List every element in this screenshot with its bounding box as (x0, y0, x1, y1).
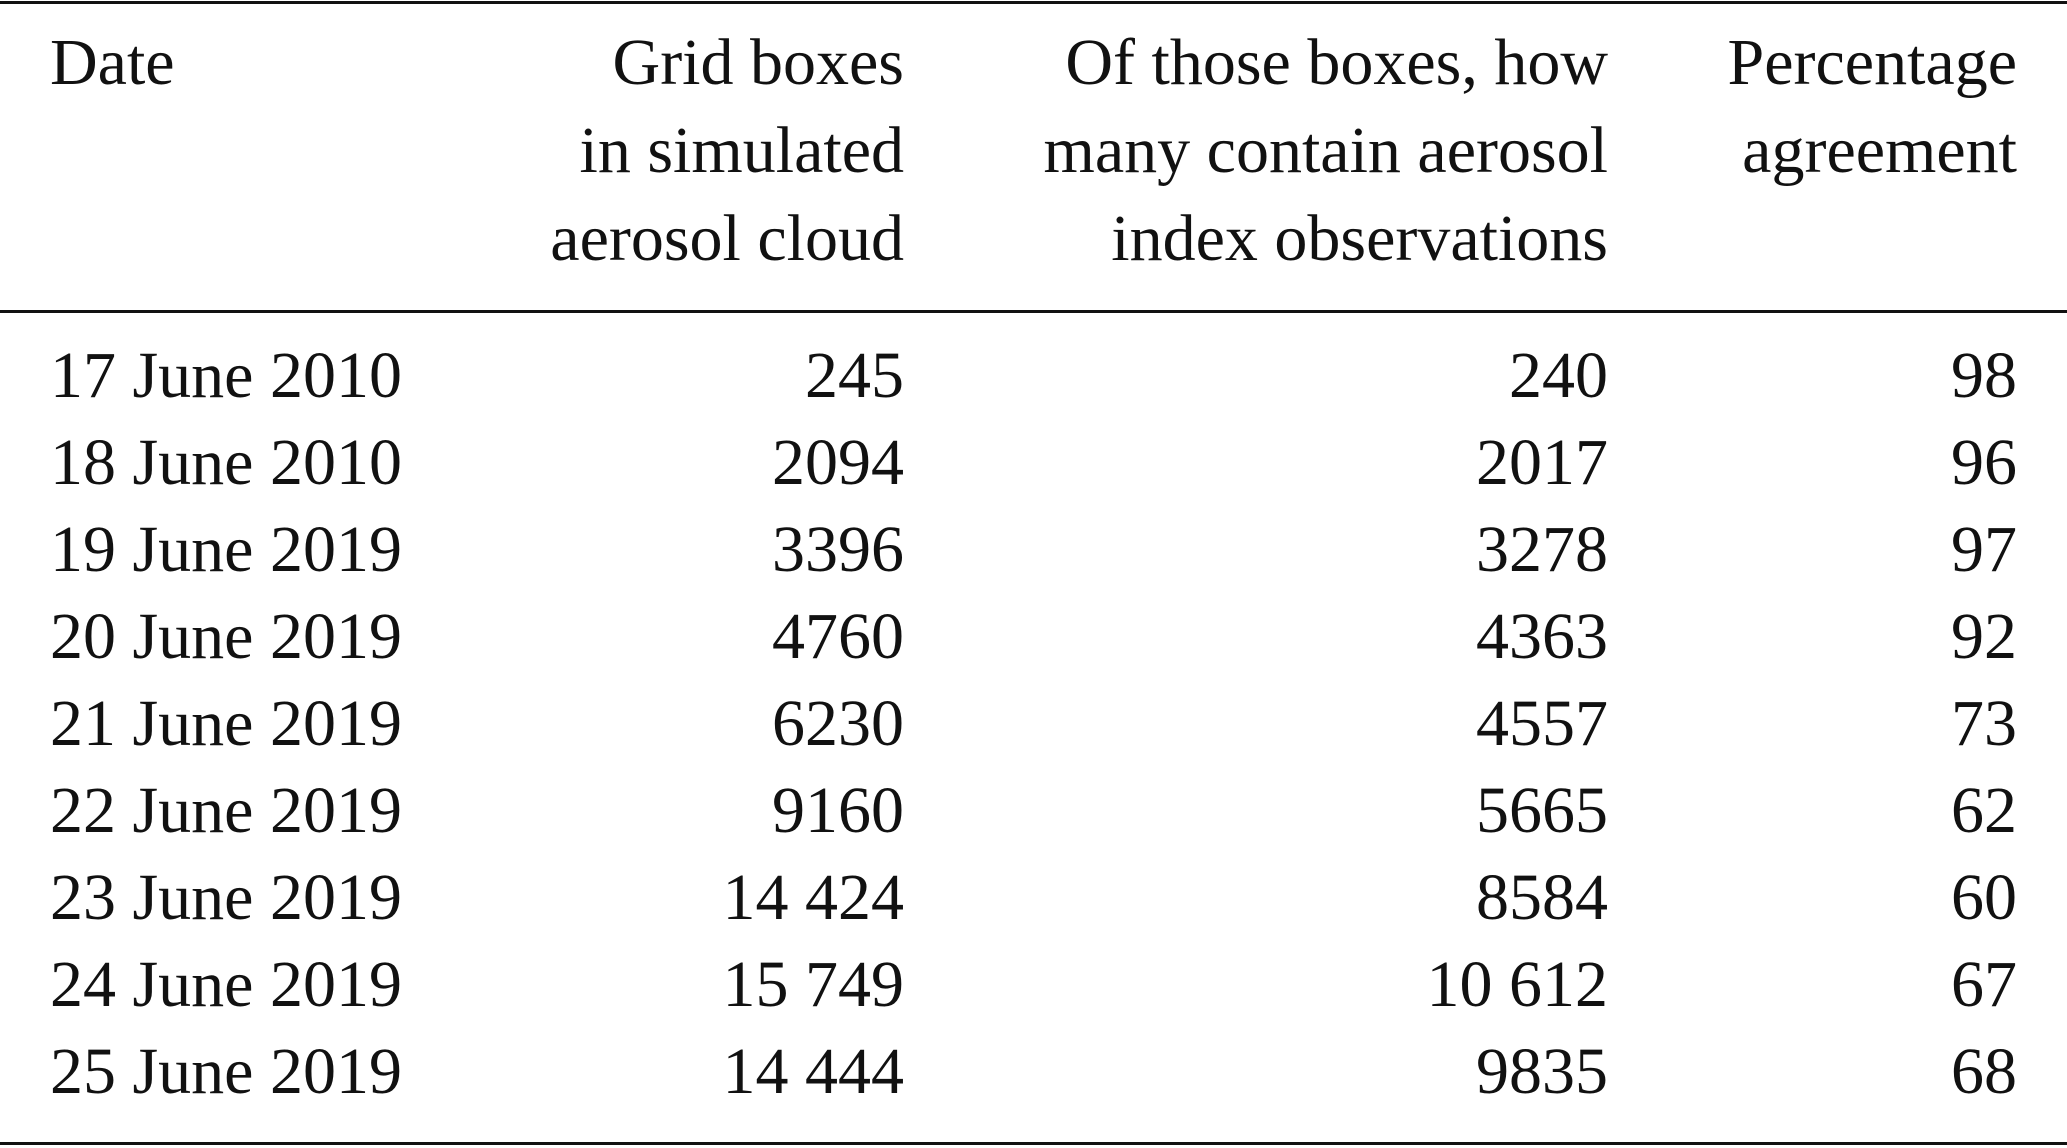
spacer (0, 680, 50, 767)
value-cell: 4760 (772, 600, 904, 673)
date-cell: 22 June 2019 (50, 774, 402, 847)
value-cell: 73 (1951, 687, 2017, 760)
spacer (0, 854, 50, 941)
mid-rule (0, 310, 2067, 313)
value-cell: 4557 (1476, 687, 1608, 760)
date-cell: 19 June 2019 (50, 513, 402, 586)
header-cell: Percentage agreement (1608, 19, 2018, 283)
value-cell: 245 (805, 339, 904, 412)
value-cell: 60 (1951, 861, 2017, 934)
date-cell: 25 June 2019 (50, 1035, 402, 1108)
bottom-rule (0, 1142, 2067, 1145)
spacer (0, 941, 50, 1028)
spacer (2017, 419, 2067, 506)
date-cell: 18 June 2010 (50, 426, 402, 499)
header-line: Percentage (1727, 26, 2018, 99)
header-line: many contain aerosol (1043, 114, 1608, 187)
spacer (2017, 767, 2067, 854)
value-cell: 2017 (1476, 426, 1608, 499)
value-cell: 97 (1951, 513, 2017, 586)
spacer (0, 767, 50, 854)
value-cell: 6230 (772, 687, 904, 760)
value-cell: 4363 (1476, 600, 1608, 673)
header-line: agreement (1742, 114, 2017, 187)
value-cell: 3396 (772, 513, 904, 586)
spacer (2017, 506, 2067, 593)
spacer (2017, 941, 2067, 1028)
header-cell: Of those boxes, how many contain aerosol i… (904, 19, 1608, 283)
spacer (2017, 854, 2067, 941)
value-cell: 14 424 (722, 861, 905, 934)
value-cell: 15 749 (722, 948, 905, 1021)
value-cell: 10 612 (1426, 948, 1609, 1021)
spacer (2017, 332, 2067, 419)
value-cell: 240 (1509, 339, 1608, 412)
spacer (2017, 19, 2067, 283)
header-line: Grid boxes (612, 26, 904, 99)
spacer (0, 506, 50, 593)
value-cell: 68 (1951, 1035, 2017, 1108)
spacer (0, 332, 50, 419)
value-cell: 3278 (1476, 513, 1608, 586)
value-cell: 96 (1951, 426, 2017, 499)
spacer (0, 19, 50, 283)
header-line: in simulated (579, 114, 904, 187)
spacer (2017, 1028, 2067, 1115)
spacer (0, 593, 50, 680)
header-line: index observations (1111, 202, 1608, 275)
value-cell: 67 (1951, 948, 2017, 1021)
table-header: Date Grid boxes in simulated aerosol cloud O… (0, 19, 2067, 283)
spacer (0, 419, 50, 506)
header-line: Of those boxes, how (1065, 26, 1608, 99)
value-cell: 8584 (1476, 861, 1608, 934)
value-cell: 14 444 (722, 1035, 905, 1108)
table-body: 17 June 2010 245 240 98 18 June 2010 2094 2017… (0, 332, 2067, 1115)
value-cell: 2094 (772, 426, 904, 499)
date-cell: 17 June 2010 (50, 339, 402, 412)
value-cell: 9835 (1476, 1035, 1608, 1108)
date-cell: 24 June 2019 (50, 948, 402, 1021)
header-line: Date (50, 26, 175, 99)
top-rule (0, 1, 2067, 4)
value-cell: 62 (1951, 774, 2017, 847)
date-cell: 23 June 2019 (50, 861, 402, 934)
value-cell: 98 (1951, 339, 2017, 412)
value-cell: 5665 (1476, 774, 1608, 847)
header-line: aerosol cloud (550, 202, 904, 275)
spacer (0, 1028, 50, 1115)
date-cell: 20 June 2019 (50, 600, 402, 673)
date-cell: 21 June 2019 (50, 687, 402, 760)
header-cell: Grid boxes in simulated aerosol cloud (504, 19, 904, 283)
header-cell: Date (50, 19, 504, 283)
value-cell: 9160 (772, 774, 904, 847)
value-cell: 92 (1951, 600, 2017, 673)
spacer (2017, 593, 2067, 680)
spacer (2017, 680, 2067, 767)
